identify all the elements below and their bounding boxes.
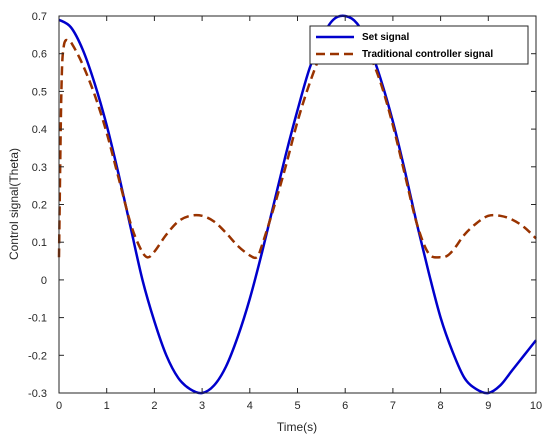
- y-tick-label: 0.6: [32, 49, 47, 61]
- x-tick-label: 0: [56, 400, 62, 412]
- series-layer: [57, 14, 537, 395]
- y-tick-label: -0.1: [28, 313, 47, 325]
- legend: Set signal Traditional controller signal: [309, 25, 529, 65]
- x-axis-label: Time(s): [277, 420, 317, 434]
- legend-box: [309, 25, 529, 65]
- x-tick-label: 9: [485, 400, 491, 412]
- x-tick-label: 1: [104, 400, 110, 412]
- x-tick-label: 2: [151, 400, 157, 412]
- x-tick-label: 4: [247, 400, 253, 412]
- y-axis-label: Control signal(Theta): [7, 148, 21, 260]
- y-tick-label: 0.3: [32, 162, 47, 174]
- y-tick-label: -0.3: [28, 388, 47, 400]
- x-tick-label: 3: [199, 400, 205, 412]
- y-tick-label: 0.2: [32, 200, 47, 212]
- y-tick-label: 0.5: [32, 86, 47, 98]
- x-tick-label: 5: [294, 400, 300, 412]
- y-tick-label: 0: [41, 275, 47, 287]
- x-axis-ticks: 0 1 2 3 4 5 6 7 8 9 10: [56, 16, 542, 412]
- y-axis-ticks: -0.3 -0.2 -0.1 0 0.1 0.2 0.3 0.4 0.5 0.6 0.7: [28, 11, 536, 400]
- y-tick-label: 0.4: [32, 124, 47, 136]
- x-tick-label: 7: [390, 400, 396, 412]
- plot-area: [59, 16, 536, 393]
- x-tick-label: 10: [530, 400, 542, 412]
- x-tick-label: 8: [438, 400, 444, 412]
- y-tick-label: 0.1: [32, 237, 47, 249]
- legend-label-traditional-controller-signal: Traditional controller signal: [362, 49, 493, 60]
- series-line-traditional-controller-signal: [57, 31, 537, 260]
- series-line-set-signal: [58, 14, 537, 395]
- y-tick-label: 0.7: [32, 11, 47, 23]
- y-tick-label: -0.2: [28, 350, 47, 362]
- legend-label-set-signal: Set signal: [362, 32, 409, 43]
- x-tick-label: 6: [342, 400, 348, 412]
